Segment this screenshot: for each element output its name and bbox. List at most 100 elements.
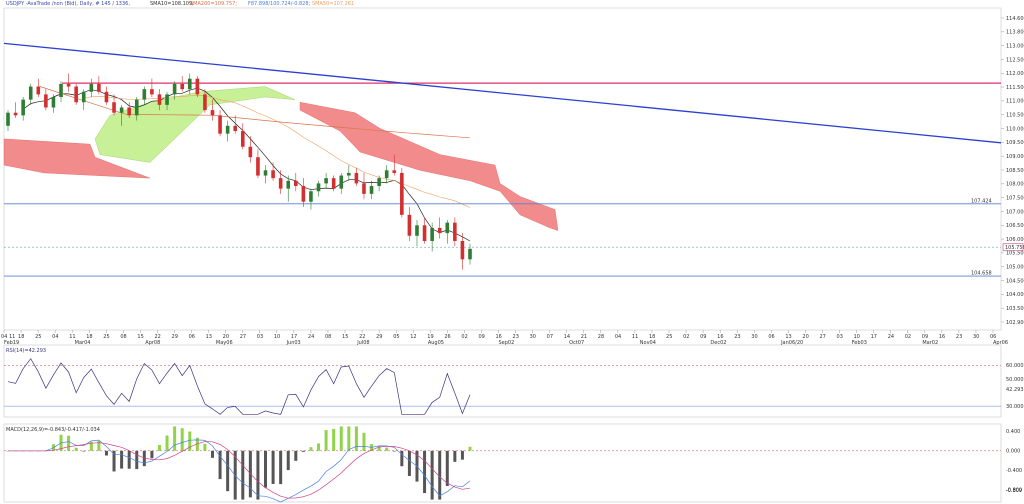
candle-body [248, 146, 253, 158]
candle-body [51, 97, 56, 108]
price-tick-label: 113.800 [1006, 30, 1024, 36]
macd-histogram-bar [407, 450, 411, 476]
macd-histogram-bar [104, 450, 108, 456]
date-tick-label: 25 [35, 334, 41, 340]
price-tick-label: 110.000 [1006, 126, 1024, 132]
candle-body [36, 86, 41, 95]
date-tick-label: 09 [478, 334, 484, 340]
macd-histogram-bar [309, 447, 313, 451]
macd-histogram-bar [324, 430, 328, 451]
date-tick-label: 19 [427, 334, 433, 340]
macd-histogram-bar [218, 450, 222, 480]
rsi-tick-label: 42.293 [1006, 387, 1024, 393]
macd-histogram-bar [97, 440, 101, 451]
candle-body [331, 178, 336, 189]
candle-body [294, 180, 298, 187]
month-label: Jun03 [286, 340, 301, 346]
candle-body [104, 91, 109, 103]
candle-body [256, 157, 260, 176]
macd-histogram-bar [142, 450, 146, 467]
candle-body [384, 170, 389, 179]
date-tick-label: 10 [854, 334, 860, 340]
macd-histogram-bar [294, 450, 298, 461]
date-tick-label: 16 [717, 334, 723, 340]
price-tick-label: 112.000 [1006, 71, 1024, 77]
date-tick-label: 14 [564, 334, 570, 340]
price-tick-label: 105.500 [1006, 251, 1024, 257]
macd-histogram-bar [233, 450, 237, 500]
date-tick-label: 27 [240, 334, 246, 340]
month-label: Oct07 [569, 340, 584, 346]
symbol-label: USDJPY -AvaTrade /non (Bid), Daily, # 14… [6, 1, 130, 7]
date-tick-label: 20 [802, 334, 808, 340]
current-price-box [1002, 243, 1024, 252]
macd-signal-line [8, 441, 471, 499]
price-tick-label: 104.500 [1006, 278, 1024, 284]
candle-body [119, 107, 124, 113]
macd-label: MACD(12,26,9)=-0.843/-0.417/-1.034 [6, 427, 100, 433]
price-axis: 114.600 113.800 113.000 112.500 112.000 111.5… [1001, 16, 1024, 326]
price-tick-label: 106.500 [1006, 223, 1024, 229]
month-label: Mar04 [75, 340, 91, 346]
date-tick-label: 13 [785, 334, 791, 340]
macd-histogram-bar [112, 450, 116, 472]
price-tick-label: 104.000 [1006, 292, 1024, 298]
ichimoku-cloud [3, 86, 559, 231]
candle-body [66, 83, 71, 87]
macd-histogram-bar [468, 446, 472, 451]
date-tick-label: 16 [939, 334, 945, 340]
macd-histogram-bar [271, 450, 275, 484]
trend-line [3, 42, 1002, 144]
date-tick-label: 18 [86, 334, 92, 340]
macd-histogram-bar [423, 450, 427, 494]
macd-histogram-bar [377, 446, 381, 451]
date-tick-label: 23 [956, 334, 962, 340]
macd-histogram-bar [392, 450, 396, 452]
month-label: Dec02 [710, 340, 726, 346]
price-tick-label: 105.000 [1006, 265, 1024, 271]
date-tick-label: 02 [683, 334, 689, 340]
rsi-line [7, 358, 471, 415]
date-tick-label: 12 [410, 334, 416, 340]
macd-histogram-bar [203, 443, 207, 451]
date-tick-label: 04 11 [1, 334, 15, 340]
candle-body [44, 94, 48, 108]
macd-histogram-bar [150, 450, 154, 459]
macd-histogram-bar [400, 450, 404, 467]
date-tick-label: 30 [973, 334, 979, 340]
price-tick-label: 106.000 [1006, 237, 1024, 243]
date-tick-label: 16 [496, 334, 502, 340]
date-tick-label: 29 [172, 334, 178, 340]
horizontal-levels: 107.424 104.658 105.756 [3, 42, 1024, 277]
macd-histogram-bar [445, 450, 449, 487]
candle-body [6, 112, 10, 126]
macd-histogram-bar [347, 426, 351, 451]
price-tick-label: 103.500 [1006, 306, 1024, 312]
date-tick-label: 25 [103, 334, 109, 340]
candle-body [127, 107, 131, 116]
date-axis: 04 11 18 25 04 11 18 25 08 15 22 29 06 13 20 27 03 10 17 2… [1, 330, 1008, 346]
rsi-tick-label: 60.000 [1006, 363, 1024, 369]
macd-histogram-bar [332, 428, 336, 451]
level-price-label: 104.658 [971, 271, 992, 277]
candle-body [157, 94, 162, 105]
candle-body [430, 227, 434, 241]
kumo-bear-cloud [299, 102, 559, 231]
candle-body [21, 99, 25, 116]
price-tick-label: 108.000 [1006, 182, 1024, 188]
date-tick-label: 30 [751, 334, 757, 340]
candle-body [180, 83, 184, 90]
date-tick-label: 25 [666, 334, 672, 340]
price-tick-label: 109.000 [1006, 154, 1024, 160]
date-tick-label: 04 [52, 334, 58, 340]
price-tick-label: 107.500 [1006, 195, 1024, 201]
date-tick-label: 30 [530, 334, 536, 340]
sma-a-label: SMA10=108.109; [150, 1, 194, 7]
macd-histogram-bar [317, 443, 321, 451]
date-tick-label: 03 [837, 334, 843, 340]
price-tick-label: 114.600 [1006, 16, 1024, 22]
candle-body [468, 248, 472, 260]
date-tick-label: 28 [598, 334, 604, 340]
candle-body [347, 172, 351, 176]
date-tick-label: 22 [359, 334, 365, 340]
